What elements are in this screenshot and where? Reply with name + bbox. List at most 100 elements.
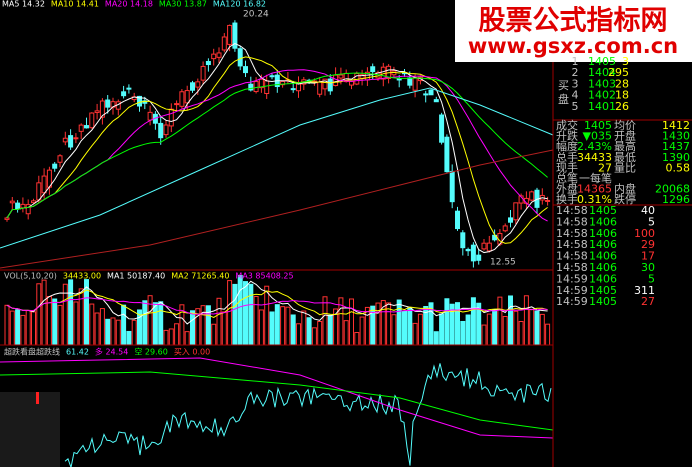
quote-value: 1405 xyxy=(584,119,612,132)
trade-price: 1405 xyxy=(589,284,617,297)
candle-body xyxy=(481,242,487,250)
candle-body xyxy=(470,244,476,262)
volume-bar xyxy=(529,309,535,346)
quote-label: 外盘 xyxy=(556,182,578,196)
book-price: 1403 xyxy=(588,77,616,90)
book-price: 1404 xyxy=(588,66,616,79)
trade-price: 1406 xyxy=(589,250,617,263)
legend-item: MA20 14.18 xyxy=(105,0,153,9)
volume-bar xyxy=(375,302,381,346)
volume-bar xyxy=(46,296,52,346)
watermark-title: 股票公式指标网 xyxy=(479,6,668,37)
quote-label: 幅度 xyxy=(556,139,578,153)
quote-label: 现手 xyxy=(556,160,578,174)
candle-body xyxy=(105,99,111,108)
candle-body xyxy=(73,137,79,140)
legend-item: MA30 13.87 xyxy=(159,0,207,9)
quote-label: 跌停 xyxy=(614,192,636,206)
legend-item: MA5 14.32 xyxy=(2,0,45,9)
book-level: 4 xyxy=(572,89,579,102)
candle-body xyxy=(221,36,227,51)
candle-body xyxy=(232,22,238,49)
volume-bar xyxy=(105,318,111,346)
candle-body xyxy=(57,155,63,163)
volume-bar xyxy=(84,279,89,346)
volume-bar xyxy=(417,313,423,346)
trade-time: 14:58 xyxy=(556,215,588,228)
candle-body xyxy=(174,103,180,106)
volume-bar xyxy=(280,306,286,346)
candle-body xyxy=(190,82,195,91)
candle-body xyxy=(412,77,418,91)
volume-bar xyxy=(4,304,10,346)
legend-item: 61.42 xyxy=(66,348,89,357)
quote-label: 总笔 xyxy=(556,171,578,185)
trade-volume: 100 xyxy=(634,227,655,240)
volume-bar xyxy=(502,316,508,346)
volume-bar xyxy=(343,320,349,346)
volume-bar xyxy=(168,328,174,346)
volume-bar xyxy=(147,295,153,346)
candle-body xyxy=(253,81,259,93)
legend-item: 超跌看盘超跌线 xyxy=(4,347,60,357)
book-price: 1401 xyxy=(588,100,616,113)
volume-bar xyxy=(152,302,158,346)
volume-bar xyxy=(290,314,296,346)
quote-label: 量比 xyxy=(614,161,636,174)
volume-bar xyxy=(89,303,95,346)
volume-bar xyxy=(311,327,317,346)
candle-body xyxy=(428,89,434,96)
volume-bar xyxy=(455,302,460,346)
volume-bar xyxy=(481,324,487,346)
trade-time: 14:59 xyxy=(556,272,588,285)
candle-body xyxy=(396,78,402,81)
quote-label: 换手 xyxy=(556,192,578,206)
trade-price: 1406 xyxy=(589,238,617,251)
volume-bar xyxy=(121,304,127,346)
volume-bar xyxy=(163,329,169,346)
quote-label: 均价 xyxy=(614,119,636,132)
quote-value: 27 xyxy=(598,161,612,174)
legend-item: MA2 71265.40 xyxy=(171,272,229,281)
candle-body xyxy=(529,191,535,201)
candle-body xyxy=(269,75,275,78)
book-volume: 18 xyxy=(615,89,629,102)
legend-item: MA120 16.82 xyxy=(213,0,266,9)
trade-price: 1406 xyxy=(589,227,617,240)
candle-body xyxy=(290,88,296,91)
volume-bar xyxy=(20,314,26,346)
volume-bar xyxy=(110,317,116,346)
candle-body xyxy=(322,78,328,90)
candle-body xyxy=(327,78,333,92)
candle-body xyxy=(460,232,466,249)
candle-body xyxy=(4,217,10,220)
volume-bar xyxy=(115,319,121,346)
book-level: 3 xyxy=(572,77,579,90)
candle-body xyxy=(508,217,513,223)
candle-body xyxy=(243,66,248,74)
side-label: 盘 xyxy=(558,92,569,106)
legend-item: MA1 50187.40 xyxy=(107,272,165,281)
volume-bar xyxy=(142,300,148,346)
volume-bar xyxy=(248,283,254,346)
volume-average xyxy=(6,289,548,319)
volume-bar xyxy=(269,311,275,346)
volume-bar xyxy=(41,279,47,346)
volume-bar xyxy=(73,301,79,346)
volume-bar xyxy=(444,298,450,346)
volume-bar xyxy=(545,323,551,346)
book-volume: 28 xyxy=(615,77,629,90)
candle-body xyxy=(9,200,15,204)
book-level: 2 xyxy=(572,66,579,79)
volume-bar xyxy=(391,314,397,346)
candle-body xyxy=(15,202,21,210)
candle-body xyxy=(476,254,482,261)
volume-bar xyxy=(52,298,58,346)
book-level: 1 xyxy=(572,55,579,68)
legend-item: 多 24.54 xyxy=(95,347,128,357)
volume-bar xyxy=(158,301,164,346)
legend-item: VOL(5,10,20) xyxy=(4,272,57,281)
trade-time: 14:59 xyxy=(556,284,588,297)
candle-body xyxy=(333,74,339,87)
